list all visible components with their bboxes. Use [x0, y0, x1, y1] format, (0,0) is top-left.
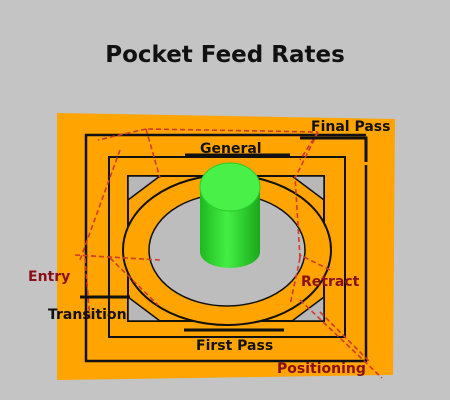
- label-first-pass: First Pass: [196, 338, 273, 354]
- cylindrical-end-mill-icon: [199, 162, 261, 268]
- middle-pocket-outline: [108, 156, 346, 338]
- label-final-pass: Final Pass: [311, 119, 390, 135]
- pocket-corner-chamfers: [127, 175, 325, 322]
- label-entry: Entry: [28, 269, 70, 285]
- label-general: General: [200, 141, 262, 157]
- label-retract: Retract: [301, 274, 360, 290]
- label-transition: Transition: [48, 307, 127, 323]
- outer-pocket-outline: [84, 133, 368, 363]
- diagram-title: Pocket Feed Rates: [105, 42, 345, 68]
- label-positioning: Positioning: [277, 361, 366, 377]
- toolpath-dashed: [74, 128, 383, 379]
- feed-segments: [80, 136, 368, 332]
